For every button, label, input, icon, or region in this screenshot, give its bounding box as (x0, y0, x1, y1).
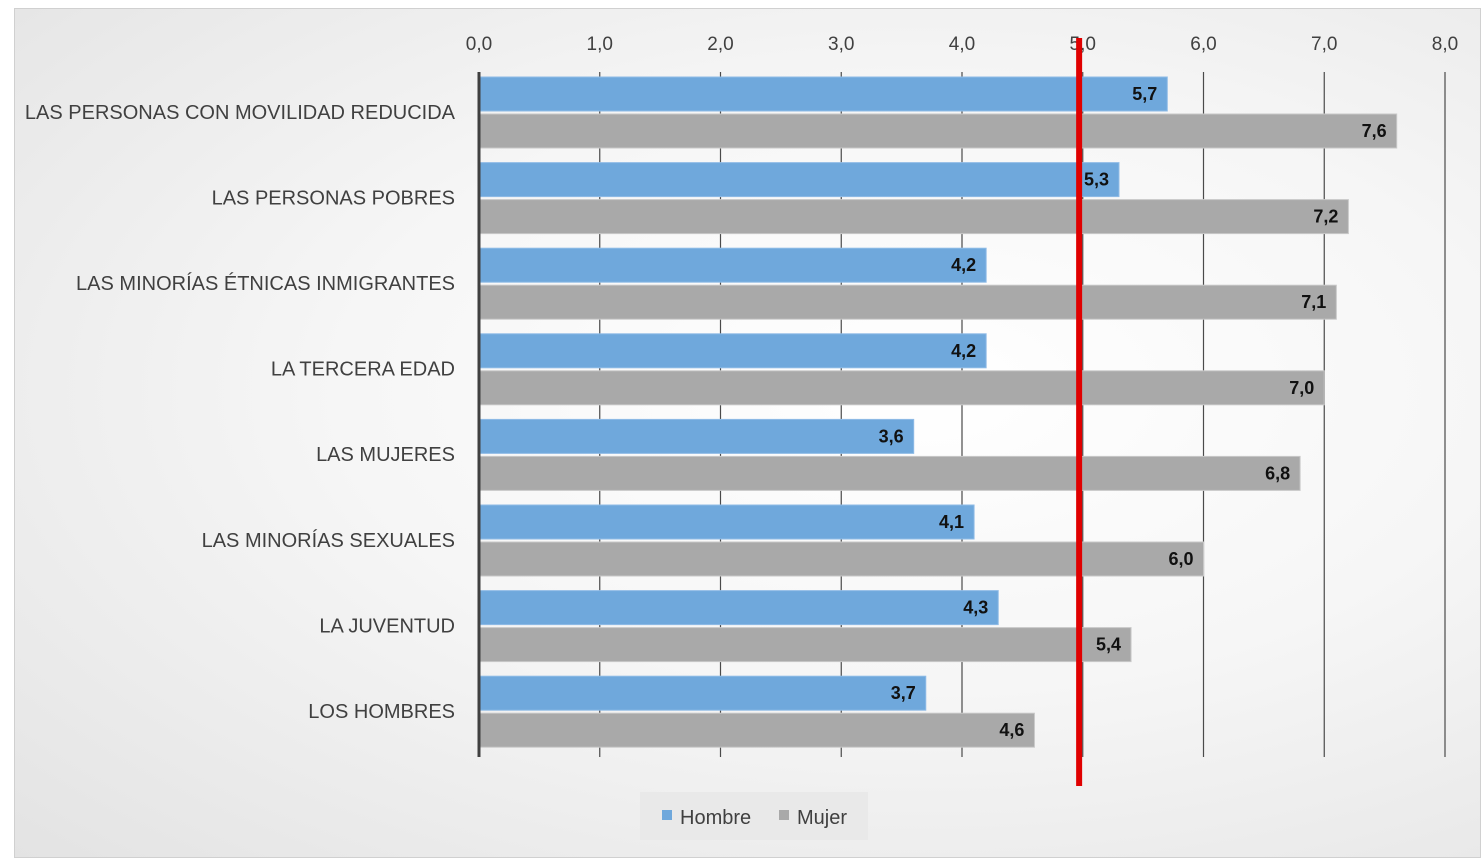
data-label: 7,1 (1301, 292, 1326, 312)
bar-mujer (478, 627, 1132, 663)
category-label: LAS MINORÍAS SEXUALES (202, 529, 455, 552)
legend-swatch-hombre (662, 810, 672, 820)
data-label: 5,3 (1084, 170, 1109, 190)
data-label: 6,0 (1168, 549, 1193, 569)
x-tick-label: 2,0 (707, 34, 733, 55)
bar-mujer (478, 199, 1349, 235)
x-tick-label: 3,0 (828, 34, 854, 55)
data-label: 6,8 (1265, 463, 1290, 483)
legend-label: Hombre (680, 807, 751, 829)
data-label: 5,7 (1132, 84, 1157, 104)
bar-mujer (478, 113, 1398, 149)
category-label: LA JUVENTUD (319, 615, 455, 637)
data-label: 7,6 (1362, 121, 1387, 141)
bar-hombre (478, 162, 1120, 198)
data-label: 5,4 (1096, 635, 1121, 655)
bar-mujer (478, 284, 1337, 320)
legend-label: Mujer (797, 807, 847, 829)
data-label: 4,2 (951, 341, 976, 361)
category-label: LAS MINORÍAS ÉTNICAS INMIGRANTES (76, 272, 455, 295)
bar-hombre (478, 76, 1168, 112)
legend-box (640, 792, 868, 840)
x-tick-label: 6,0 (1190, 34, 1216, 55)
x-tick-label: 8,0 (1432, 34, 1458, 55)
bar-mujer (478, 712, 1035, 748)
x-tick-label: 0,0 (466, 34, 492, 55)
data-label: 4,6 (999, 720, 1024, 740)
x-tick-label: 7,0 (1311, 34, 1337, 55)
data-label: 7,2 (1313, 207, 1338, 227)
data-label: 7,0 (1289, 378, 1314, 398)
x-tick-label: 5,0 (1070, 34, 1096, 55)
bar-mujer (478, 541, 1204, 577)
data-label: 4,1 (939, 512, 964, 532)
category-label: LA TERCERA EDAD (271, 359, 455, 381)
category-label: LAS PERSONAS CON MOVILIDAD REDUCIDA (25, 102, 456, 124)
bar-mujer (478, 455, 1301, 491)
data-label: 3,7 (891, 683, 916, 703)
bar-hombre (478, 247, 987, 283)
category-label: LAS MUJERES (316, 444, 455, 466)
bar-mujer (478, 370, 1325, 406)
category-label: LOS HOMBRES (308, 701, 455, 723)
x-tick-label: 1,0 (587, 34, 613, 55)
x-tick-label: 4,0 (949, 34, 975, 55)
legend-swatch-mujer (779, 810, 789, 820)
data-label: 4,2 (951, 255, 976, 275)
bar-hombre (478, 675, 927, 711)
data-label: 4,3 (963, 598, 988, 618)
data-label: 3,6 (879, 426, 904, 446)
bar-hombre (478, 590, 999, 626)
bar-hombre (478, 418, 915, 454)
bar-hombre (478, 504, 975, 540)
category-label: LAS PERSONAS POBRES (212, 187, 455, 209)
bar-hombre (478, 333, 987, 369)
